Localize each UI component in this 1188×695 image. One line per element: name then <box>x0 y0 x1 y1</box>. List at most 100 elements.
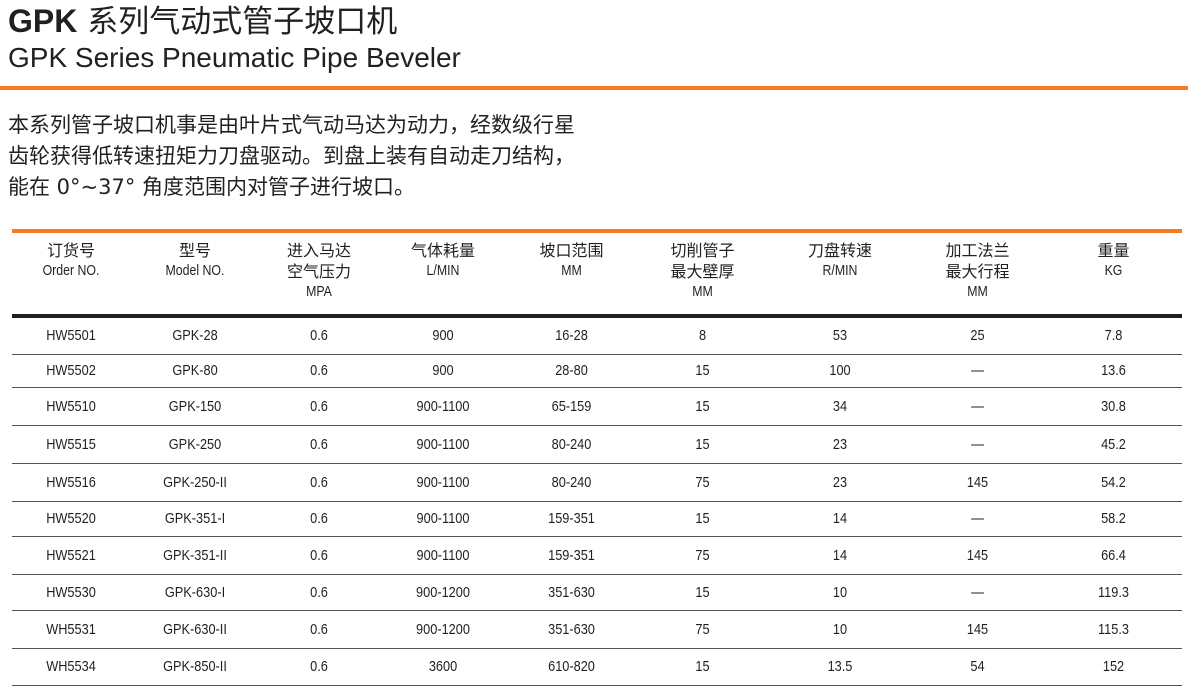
table-cell: 25 <box>970 327 985 345</box>
table-cell: GPK-250-II <box>163 473 227 491</box>
column-header-cn: 气体耗量 <box>410 241 475 260</box>
description-line: 齿轮获得低转速扭矩力刀盘驱动。到盘上装有自动走刀结构， <box>8 144 575 168</box>
table-cell: GPK-150 <box>168 397 222 415</box>
column-header-cn: 型号 <box>178 241 211 260</box>
table-cell: 54 <box>970 658 985 676</box>
column-header-en: MM <box>692 284 713 300</box>
table-cell: GPK-80 <box>172 362 218 380</box>
table-cell: 13.5 <box>827 658 853 676</box>
column-header: 气体耗量 L/MIN <box>378 233 508 314</box>
table-cell: 14 <box>832 510 848 528</box>
description: 本系列管子坡口机事是由叶片式气动马达为动力，经数级行星 齿轮获得低转速扭矩力刀盘… <box>8 110 728 203</box>
orange-divider <box>0 86 1188 90</box>
table-cell: HW5502 <box>46 362 96 380</box>
table-cell: 7.8 <box>1104 327 1123 345</box>
table-cell: — <box>971 397 984 415</box>
column-header-en: MPA <box>306 284 332 300</box>
column-header: 加工法兰最大行程 MM <box>910 233 1045 314</box>
table-cell: 900-1100 <box>416 397 470 415</box>
column-header-cn: 切削管子 <box>670 241 735 260</box>
table-cell: 15 <box>695 510 710 528</box>
column-header-cn: 空气压力 <box>286 262 351 281</box>
table-cell: 8 <box>698 327 707 345</box>
column-header-cn: 坡口范围 <box>539 241 604 260</box>
table-cell: HW5515 <box>46 435 96 453</box>
table-row: HW5515 GPK-250 0.6 900-1100 80-240 15 23 — 45.2 <box>12 426 1182 464</box>
table-cell: GPK-630-II <box>163 620 227 638</box>
table-cell: 0.6 <box>310 362 328 380</box>
table-cell: 0.6 <box>310 583 328 601</box>
column-header: 刀盘转速 R/MIN <box>770 233 910 314</box>
table-cell: 30.8 <box>1101 397 1126 415</box>
description-line: 能在 0°~37° 角度范围内对管子进行坡口。 <box>8 175 416 199</box>
table-cell: 10 <box>832 620 848 638</box>
table-cell: 0.6 <box>310 510 328 528</box>
table-cell: 351-630 <box>548 583 595 601</box>
table-row: HW5510 GPK-150 0.6 900-1100 65-159 15 34 — 30.8 <box>12 388 1182 426</box>
table-cell: 0.6 <box>310 546 328 564</box>
column-header-en: Model NO. <box>165 263 225 279</box>
table-cell: 0.6 <box>310 658 328 676</box>
column-header: 型号 Model NO. <box>130 233 260 314</box>
table-cell: 900-1200 <box>416 583 470 601</box>
table-cell: HW5510 <box>46 397 96 415</box>
table-cell: — <box>971 435 984 453</box>
table-cell: 0.6 <box>310 473 328 491</box>
table-cell: 900-1200 <box>416 620 470 638</box>
table-cell: GPK-250 <box>168 435 222 453</box>
table-cell: 3600 <box>428 658 458 676</box>
column-header-en: R/MIN <box>822 263 858 279</box>
table-cell: 0.6 <box>310 327 328 345</box>
table-cell: 53 <box>832 327 848 345</box>
table-cell: 15 <box>695 658 710 676</box>
column-header-en: MM <box>967 284 988 300</box>
table-cell: GPK-28 <box>172 327 218 345</box>
column-header: 切削管子最大壁厚 MM <box>635 233 770 314</box>
table-header: 订货号 Order NO. 型号 Model NO. 进入马达 空气压力 MPA 气体耗量 L/… <box>12 233 1182 314</box>
table-row: HW5521 GPK-351-II 0.6 900-1100 159-351 75 14 14… <box>12 537 1182 575</box>
table-row: HW5520 GPK-351-I 0.6 900-1100 159-351 15 14 — 58… <box>12 502 1182 537</box>
table-cell: 10 <box>832 583 848 601</box>
table-cell: 100 <box>829 362 851 380</box>
table-row: HW5502 GPK-80 0.6 900 28-80 15 100 — 13.6 <box>12 355 1182 388</box>
table-cell: HW5501 <box>46 327 96 345</box>
table-cell: GPK-351-II <box>163 546 227 564</box>
table-cell: 159-351 <box>548 546 595 564</box>
table-cell: 0.6 <box>310 435 328 453</box>
column-header: 重量 KG <box>1045 233 1182 314</box>
table-cell: 65-159 <box>551 397 592 415</box>
table-cell: 610-820 <box>548 658 595 676</box>
title-bold: GPK <box>8 3 78 39</box>
table-cell: 58.2 <box>1101 510 1126 528</box>
page-title: GPK 系列气动式管子坡口机 <box>8 2 397 41</box>
column-header-cn: 加工法兰 <box>945 241 1010 260</box>
table-row: WH5534 GPK-850-II 0.6 3600 610-820 15 13.5 54 15… <box>12 649 1182 686</box>
table-cell: 900 <box>432 327 454 345</box>
table-cell: 75 <box>695 620 710 638</box>
column-header: 坡口范围 MM <box>508 233 635 314</box>
table-cell: 900 <box>432 362 454 380</box>
table-row: HW5516 GPK-250-II 0.6 900-1100 80-240 75 23 145… <box>12 464 1182 502</box>
column-header-cn: 最大壁厚 <box>670 262 735 281</box>
column-header-en: L/MIN <box>426 263 460 279</box>
table-row: HW5530 GPK-630-I 0.6 900-1200 351-630 15 10 — 11… <box>12 575 1182 611</box>
column-header-en: Order NO. <box>42 263 100 279</box>
page-subtitle: GPK Series Pneumatic Pipe Beveler <box>8 42 461 73</box>
table-cell: WH5531 <box>46 620 96 638</box>
table-cell: HW5516 <box>46 473 96 491</box>
table-cell: 15 <box>695 583 710 601</box>
table-row: WH5531 GPK-630-II 0.6 900-1200 351-630 75 10 14… <box>12 611 1182 649</box>
table-cell: GPK-850-II <box>163 658 227 676</box>
title-cn: 系列气动式管子坡口机 <box>87 4 398 40</box>
column-header-en: KG <box>1104 263 1123 279</box>
table-cell: 23 <box>832 435 848 453</box>
table-cell: 28-80 <box>555 362 588 380</box>
table-header-rule <box>12 314 1182 318</box>
table-cell: 159-351 <box>548 510 595 528</box>
column-header-cn: 最大行程 <box>945 262 1010 281</box>
spec-table: 订货号 Order NO. 型号 Model NO. 进入马达 空气压力 MPA 气体耗量 L/… <box>12 229 1182 686</box>
column-header-cn: 订货号 <box>46 241 95 260</box>
table-cell: 23 <box>832 473 848 491</box>
table-cell: 15 <box>695 397 710 415</box>
table-cell: 900-1100 <box>416 546 470 564</box>
